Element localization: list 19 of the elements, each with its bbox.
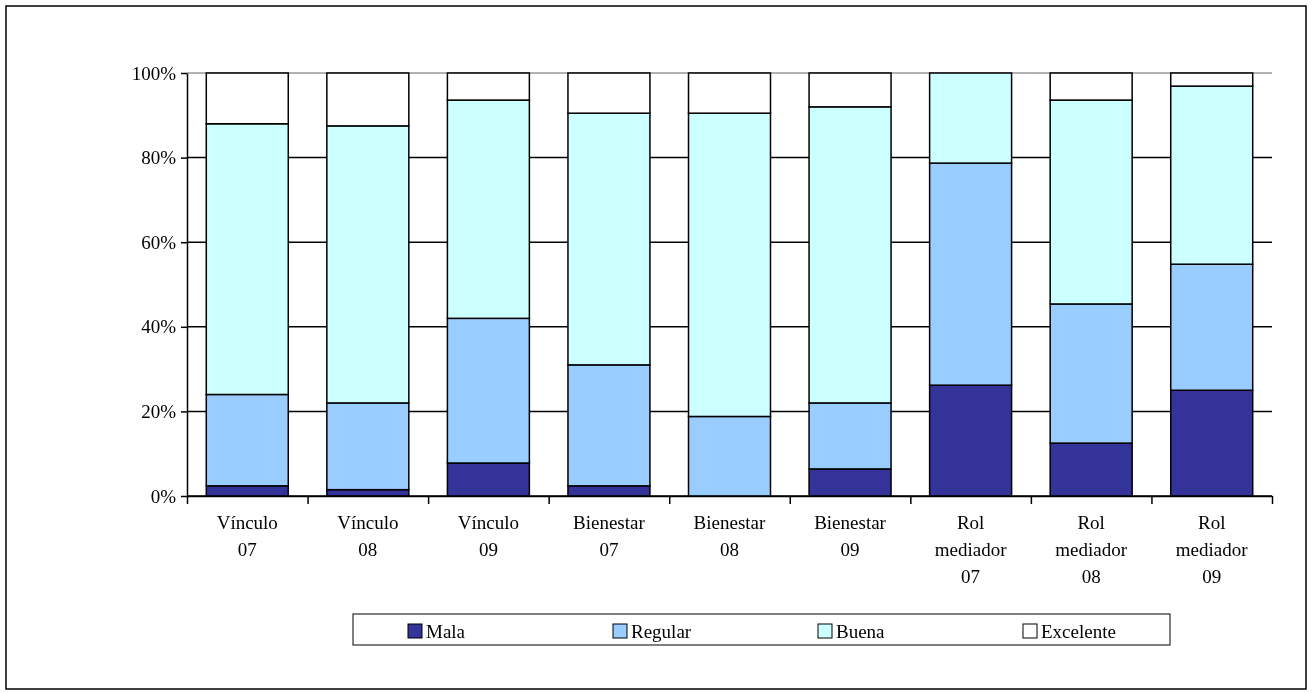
- x-tick-label: Vínculo 09: [457, 512, 519, 560]
- legend-label: Regular: [631, 621, 692, 642]
- y-tick-label: 60%: [141, 231, 177, 253]
- y-tick-label: 40%: [141, 316, 177, 338]
- y-tick-label: 80%: [141, 147, 177, 169]
- x-tick-label: Bienestar 07: [573, 512, 646, 560]
- y-tick-label: 0%: [150, 485, 177, 507]
- x-tick-label: Bienestar 08: [693, 512, 767, 560]
- legend-label: Excelente: [1041, 621, 1116, 642]
- y-tick-label: 20%: [141, 400, 177, 422]
- x-tick-label: Bienestar 09: [814, 512, 887, 560]
- y-tick-label: 100%: [131, 62, 177, 84]
- x-tick-label: Rol mediador 08: [1055, 512, 1128, 587]
- x-tick-label: Rol mediador 07: [934, 512, 1008, 587]
- legend-label: Buena: [836, 621, 886, 642]
- x-tick-label: Vínculo 07: [216, 512, 278, 560]
- x-tick-label: Vínculo 08: [337, 512, 399, 560]
- legend-label: Mala: [426, 621, 466, 642]
- x-tick-label: Rol mediador 09: [1175, 512, 1249, 587]
